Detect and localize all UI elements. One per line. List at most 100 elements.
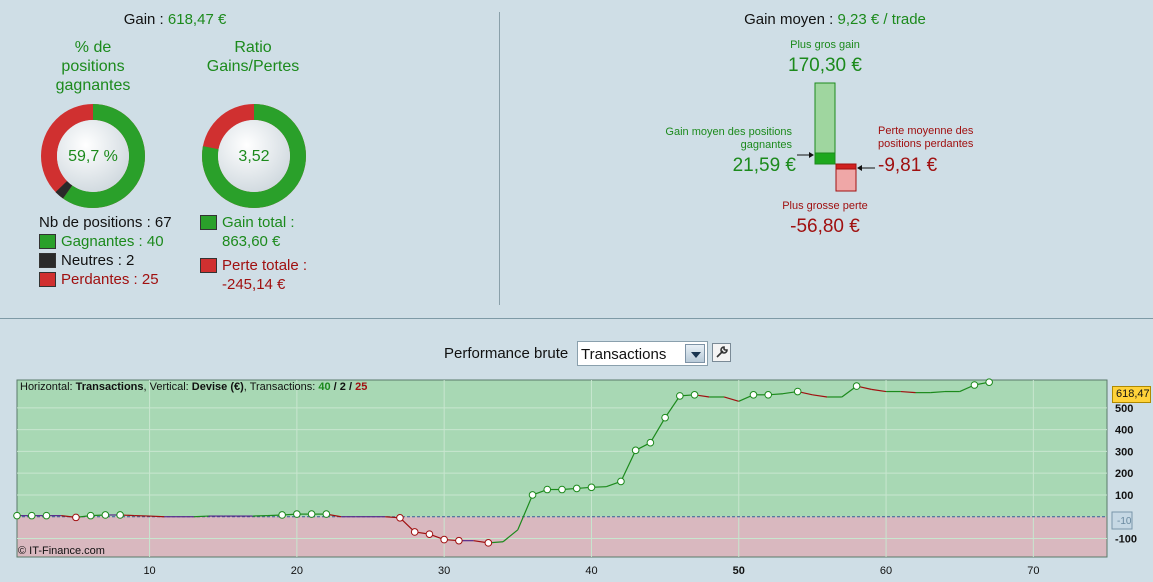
view-select[interactable]: Transactions: [577, 341, 708, 366]
data-point: [278, 511, 286, 519]
y-tick-label: -100: [1115, 533, 1137, 545]
perte-totale: Perte totale :: [200, 256, 307, 275]
perte-totale-value: -245,14 €: [222, 276, 286, 293]
gain-total: Gain total :: [200, 213, 307, 232]
pct-title-line-3: gagnantes: [55, 77, 131, 94]
x-tick-label: 40: [585, 565, 597, 577]
data-point: [572, 484, 581, 493]
ratio-value: 3,52: [238, 148, 269, 165]
data-point: [587, 483, 596, 492]
view-select-value: Transactions: [581, 346, 667, 363]
perte-moyenne-line-1: Perte moyenne des: [878, 125, 974, 137]
totals-legend: Gain total : 863,60 € Perte totale : -24…: [200, 213, 307, 294]
legend-losing: Perdantes : 25: [39, 270, 172, 289]
nb-positions: Nb de positions : 67: [39, 213, 172, 232]
curve-segment: [620, 450, 637, 482]
gain-moyen-pos-line-2: gagnantes: [740, 139, 792, 151]
loss-arrow-head: [857, 165, 862, 171]
h-value: Transactions: [75, 381, 144, 393]
settings-button[interactable]: [712, 343, 731, 362]
curve-segment: [871, 388, 887, 393]
data-point: [322, 510, 331, 518]
last-value-tag: 618,47: [1112, 386, 1151, 403]
pct-title-line-2: positions: [61, 58, 125, 75]
perte-totale-value-row: -245,14 €: [200, 275, 307, 294]
data-point: [661, 413, 669, 422]
black-swatch: [39, 253, 56, 268]
legend-winning-text: Gagnantes : 40: [61, 233, 164, 250]
data-point: [293, 510, 301, 518]
pct-winning-title: % de positions gagnantes: [28, 38, 158, 95]
legend-losing-text: Perdantes : 25: [61, 271, 159, 288]
chart-info: Horizontal: Transactions, Vertical: Devi…: [20, 381, 367, 393]
y-axis: -100 100 200 300 400 500: [1115, 403, 1137, 546]
gain-total-value-row: 863,60 €: [200, 232, 307, 251]
pct-winning-donut: 59,7 %: [41, 104, 145, 208]
donut-center: [57, 120, 129, 192]
perte-totale-label: Perte totale :: [222, 257, 308, 274]
x-tick-label: 10: [143, 565, 155, 577]
data-point: [116, 511, 124, 519]
y-tick-label: 400: [1115, 425, 1133, 437]
data-point: [558, 485, 566, 494]
red-swatch: [200, 258, 217, 273]
data-point: [101, 511, 110, 519]
ratio-title-line-1: Ratio: [234, 39, 272, 56]
y-tick-label: 300: [1115, 446, 1133, 458]
data-point: [617, 477, 625, 486]
y-tick-label: 200: [1115, 468, 1133, 480]
data-point: [985, 378, 993, 386]
horizontal-divider: [0, 318, 1153, 319]
t-sep-1: /: [330, 381, 340, 393]
zero-tag-box: [1111, 511, 1133, 530]
perte-moyenne-value: -9,81 €: [878, 155, 938, 176]
x-tick-label: 70: [1027, 565, 1039, 577]
data-point: [970, 381, 979, 389]
t-loss: 25: [355, 381, 368, 393]
curve-segment: [517, 494, 534, 531]
negative-zone: [17, 516, 1107, 557]
data-point: [72, 513, 80, 522]
equity-markers: [13, 378, 993, 547]
perte-moyenne-line-2: positions perdantes: [878, 138, 974, 150]
data-point: [852, 382, 861, 390]
data-point: [42, 511, 51, 520]
gain-total-value: 863,60 €: [222, 233, 281, 250]
gain-moyen-positions-value: 21,59 €: [732, 155, 796, 176]
gain-moyen-positions-label: Gain moyen des positions gagnantes: [652, 126, 792, 152]
copyright: © IT-Finance.com: [18, 545, 105, 557]
performance-chart[interactable]: -100 100 200 300 400 500 10 20 30 40 50 60 70 -10: [0, 378, 1153, 582]
plot-border: [16, 379, 1108, 558]
data-point: [425, 530, 434, 538]
plus-grosse-perte-value: -56,80 €: [790, 216, 860, 237]
curve-segment: [649, 417, 666, 444]
positive-zone: [17, 380, 1107, 517]
gain-moyen: Gain moyen : 9,23 € / trade: [700, 11, 970, 28]
data-point: [646, 438, 655, 447]
x-tick-label: 50: [733, 565, 745, 577]
plus-gros-gain-value: 170,30 €: [788, 55, 862, 76]
curve-segment: [723, 396, 739, 402]
green-swatch: [39, 234, 56, 249]
gain-summary: Gain : 618,47 €: [60, 11, 290, 28]
chevron-down-icon[interactable]: [685, 344, 705, 363]
nb-positions-text: Nb de positions : 67: [39, 214, 172, 231]
t-win: 40: [318, 381, 331, 393]
x-tick-label: 30: [438, 565, 450, 577]
wrench-icon: [716, 346, 728, 358]
curve-segment: [149, 515, 165, 518]
curve-segment: [193, 515, 209, 518]
data-point: [307, 510, 316, 518]
gain-label: Gain :: [123, 11, 164, 28]
x-tick-label: 20: [291, 565, 303, 577]
curve-segment: [812, 394, 828, 398]
y-tick-label: 500: [1115, 403, 1133, 415]
x-tick-label: 60: [880, 565, 892, 577]
green-swatch: [200, 215, 217, 230]
data-point: [410, 528, 419, 536]
donut-win-arc: [41, 104, 145, 208]
v-label: , Vertical:: [143, 381, 192, 393]
v-value: Devise (€): [191, 381, 244, 393]
legend-winning: Gagnantes : 40: [39, 232, 172, 251]
data-point: [13, 511, 21, 520]
